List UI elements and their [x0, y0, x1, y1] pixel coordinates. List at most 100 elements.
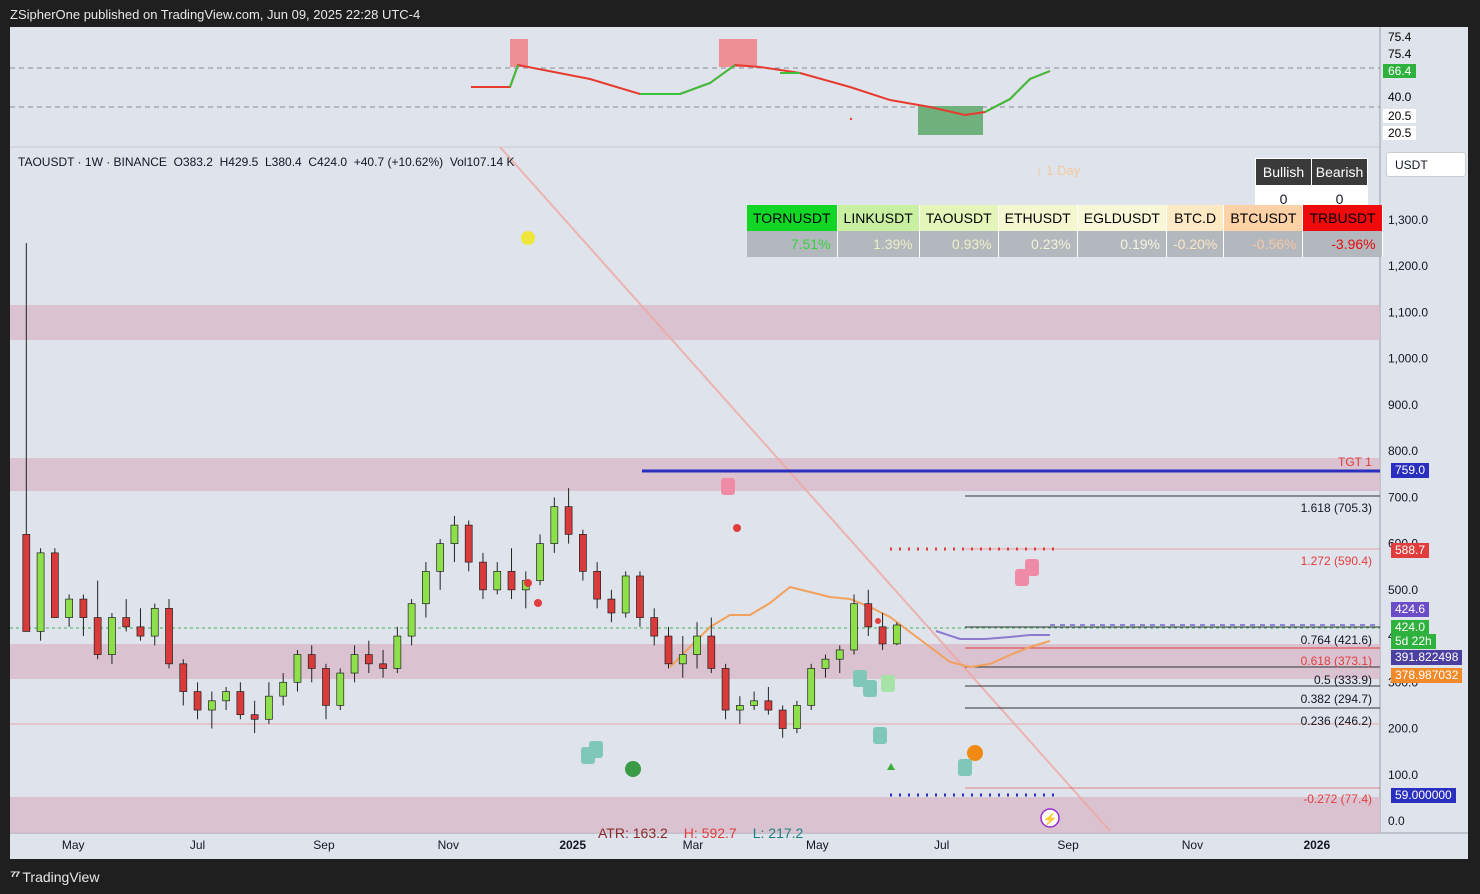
volume: Vol107.14 K	[449, 155, 515, 169]
candle-body	[693, 635, 701, 655]
price-chart[interactable]: TGT 1 1.618 (705.3) 1.272 (590.4) 0.764 …	[10, 27, 1468, 859]
perf-symbol: LINKUSDT	[837, 205, 920, 231]
ohlc-close: C424.0	[308, 155, 348, 169]
candle-body	[136, 626, 145, 637]
fib-label-0764: 0.764 (421.6)	[1301, 633, 1372, 647]
tradingview-logo-icon: ⁷⁷	[10, 868, 20, 885]
candle-body	[550, 506, 559, 544]
price-tag-low: 59.000000	[1391, 788, 1456, 803]
td-badge	[958, 759, 972, 776]
marker-red-dot	[875, 618, 881, 624]
y-tick-label: 900.0	[1388, 398, 1418, 412]
candle-body	[22, 534, 31, 632]
price-tag-purple: 424.6	[1391, 602, 1430, 617]
perf-symbol: EGLDUSDT	[1077, 205, 1167, 231]
marker-green-dot	[625, 761, 641, 777]
candle-body	[778, 709, 787, 729]
perf-symbol: BTC.D	[1166, 205, 1225, 231]
td-badge	[881, 675, 895, 692]
candle-body	[336, 672, 345, 706]
y-tick-label: 1,000.0	[1388, 352, 1428, 366]
y-tick-label: 700.0	[1388, 490, 1418, 504]
candle-body	[750, 700, 758, 706]
candle-body	[864, 603, 873, 628]
x-tick-label: 2025	[559, 838, 586, 852]
candle-body	[222, 691, 230, 702]
osc-overbought-box	[719, 39, 757, 67]
price-tag-ma2: 378.987032	[1391, 668, 1463, 683]
atr-value: ATR: 163.2	[598, 825, 668, 841]
osc-tick: 75.4	[1388, 47, 1412, 61]
fib-label-1618: 1.618 (705.3)	[1301, 501, 1372, 515]
ohlc-change: +40.7 (+10.62%)	[353, 155, 444, 169]
perf-change: 1.39%	[837, 231, 920, 257]
candle-body	[379, 663, 387, 669]
candle-body	[165, 607, 173, 665]
perf-symbol: TAOUSDT	[919, 205, 999, 231]
tradingview-logo[interactable]: ⁷⁷ TradingView	[10, 868, 99, 885]
ma-purple	[935, 630, 1050, 640]
zone-band	[10, 797, 1380, 833]
tradingview-brand: TradingView	[22, 868, 100, 885]
bullish-bearish-table: Bullish Bearish 0 0	[1255, 158, 1368, 213]
candle-body	[721, 668, 730, 711]
price-tag-red: 588.7	[1391, 543, 1430, 558]
candle-body	[422, 571, 430, 605]
trendline	[499, 146, 1111, 832]
candle-body	[122, 617, 131, 628]
candle-body	[293, 654, 302, 683]
candle-body	[593, 571, 601, 600]
publisher-header: ZSipherOne published on TradingView.com,…	[10, 7, 421, 22]
atr-low: L: 217.2	[752, 825, 804, 841]
zone-band	[10, 305, 1380, 340]
oscillator-pane	[10, 27, 1380, 147]
candle-body	[350, 654, 359, 674]
currency-selector[interactable]: USDT	[1386, 152, 1466, 177]
atr-high: H: 592.7	[683, 825, 737, 841]
ma-orange	[669, 585, 1051, 669]
td-badge	[873, 727, 887, 744]
candle-body	[507, 571, 516, 591]
x-tick-label: May	[806, 838, 829, 852]
candle-body	[636, 575, 644, 618]
perf-change: 0.23%	[998, 231, 1078, 257]
candle-body	[307, 654, 316, 669]
fib-label-0618: 0.618 (373.1)	[1301, 654, 1372, 668]
lightning-icon	[1040, 808, 1060, 828]
fib-label-neg0272: -0.272 (77.4)	[1303, 792, 1372, 806]
candle-body	[479, 561, 487, 591]
osc-tick: 20.5	[1383, 109, 1417, 123]
td-badge	[1025, 559, 1039, 576]
candle-body	[579, 534, 587, 572]
x-tick-label: Sep	[1057, 838, 1079, 852]
fib-label-1272: 1.272 (590.4)	[1301, 554, 1372, 568]
candle-body	[36, 552, 45, 632]
candle-body	[265, 695, 273, 720]
candle-body	[807, 668, 816, 706]
lightning-glyph: ⚡	[1043, 812, 1058, 826]
candle-body	[150, 607, 159, 637]
perf-change: 0.19%	[1077, 231, 1167, 257]
candle-body	[621, 575, 630, 614]
y-tick-label: 1,100.0	[1388, 305, 1428, 319]
candle-body	[707, 635, 716, 669]
osc-dot	[849, 117, 853, 121]
chart-frame[interactable]: TGT 1 1.618 (705.3) 1.272 (590.4) 0.764 …	[10, 27, 1468, 859]
x-tick-label: Nov	[1182, 838, 1203, 852]
symbol-legend[interactable]: TAOUSDT · 1W · BINANCE O383.2 H429.5 L38…	[18, 155, 515, 169]
candle-body	[493, 571, 502, 591]
price-tag-target: 759.0	[1391, 463, 1430, 478]
candle-body	[536, 543, 544, 581]
candle-body	[207, 700, 216, 711]
x-tick-label: Jul	[190, 838, 205, 852]
candle-body	[892, 624, 901, 645]
candle-body	[108, 617, 116, 655]
candle-body	[793, 705, 801, 729]
candle-body	[736, 705, 744, 711]
candle-body	[65, 598, 73, 618]
tgt-label: TGT 1	[1338, 455, 1372, 469]
candle-body	[236, 691, 245, 716]
candle-body	[464, 524, 473, 563]
td-badge	[863, 680, 877, 697]
perf-symbol: BTCUSDT	[1223, 205, 1304, 231]
